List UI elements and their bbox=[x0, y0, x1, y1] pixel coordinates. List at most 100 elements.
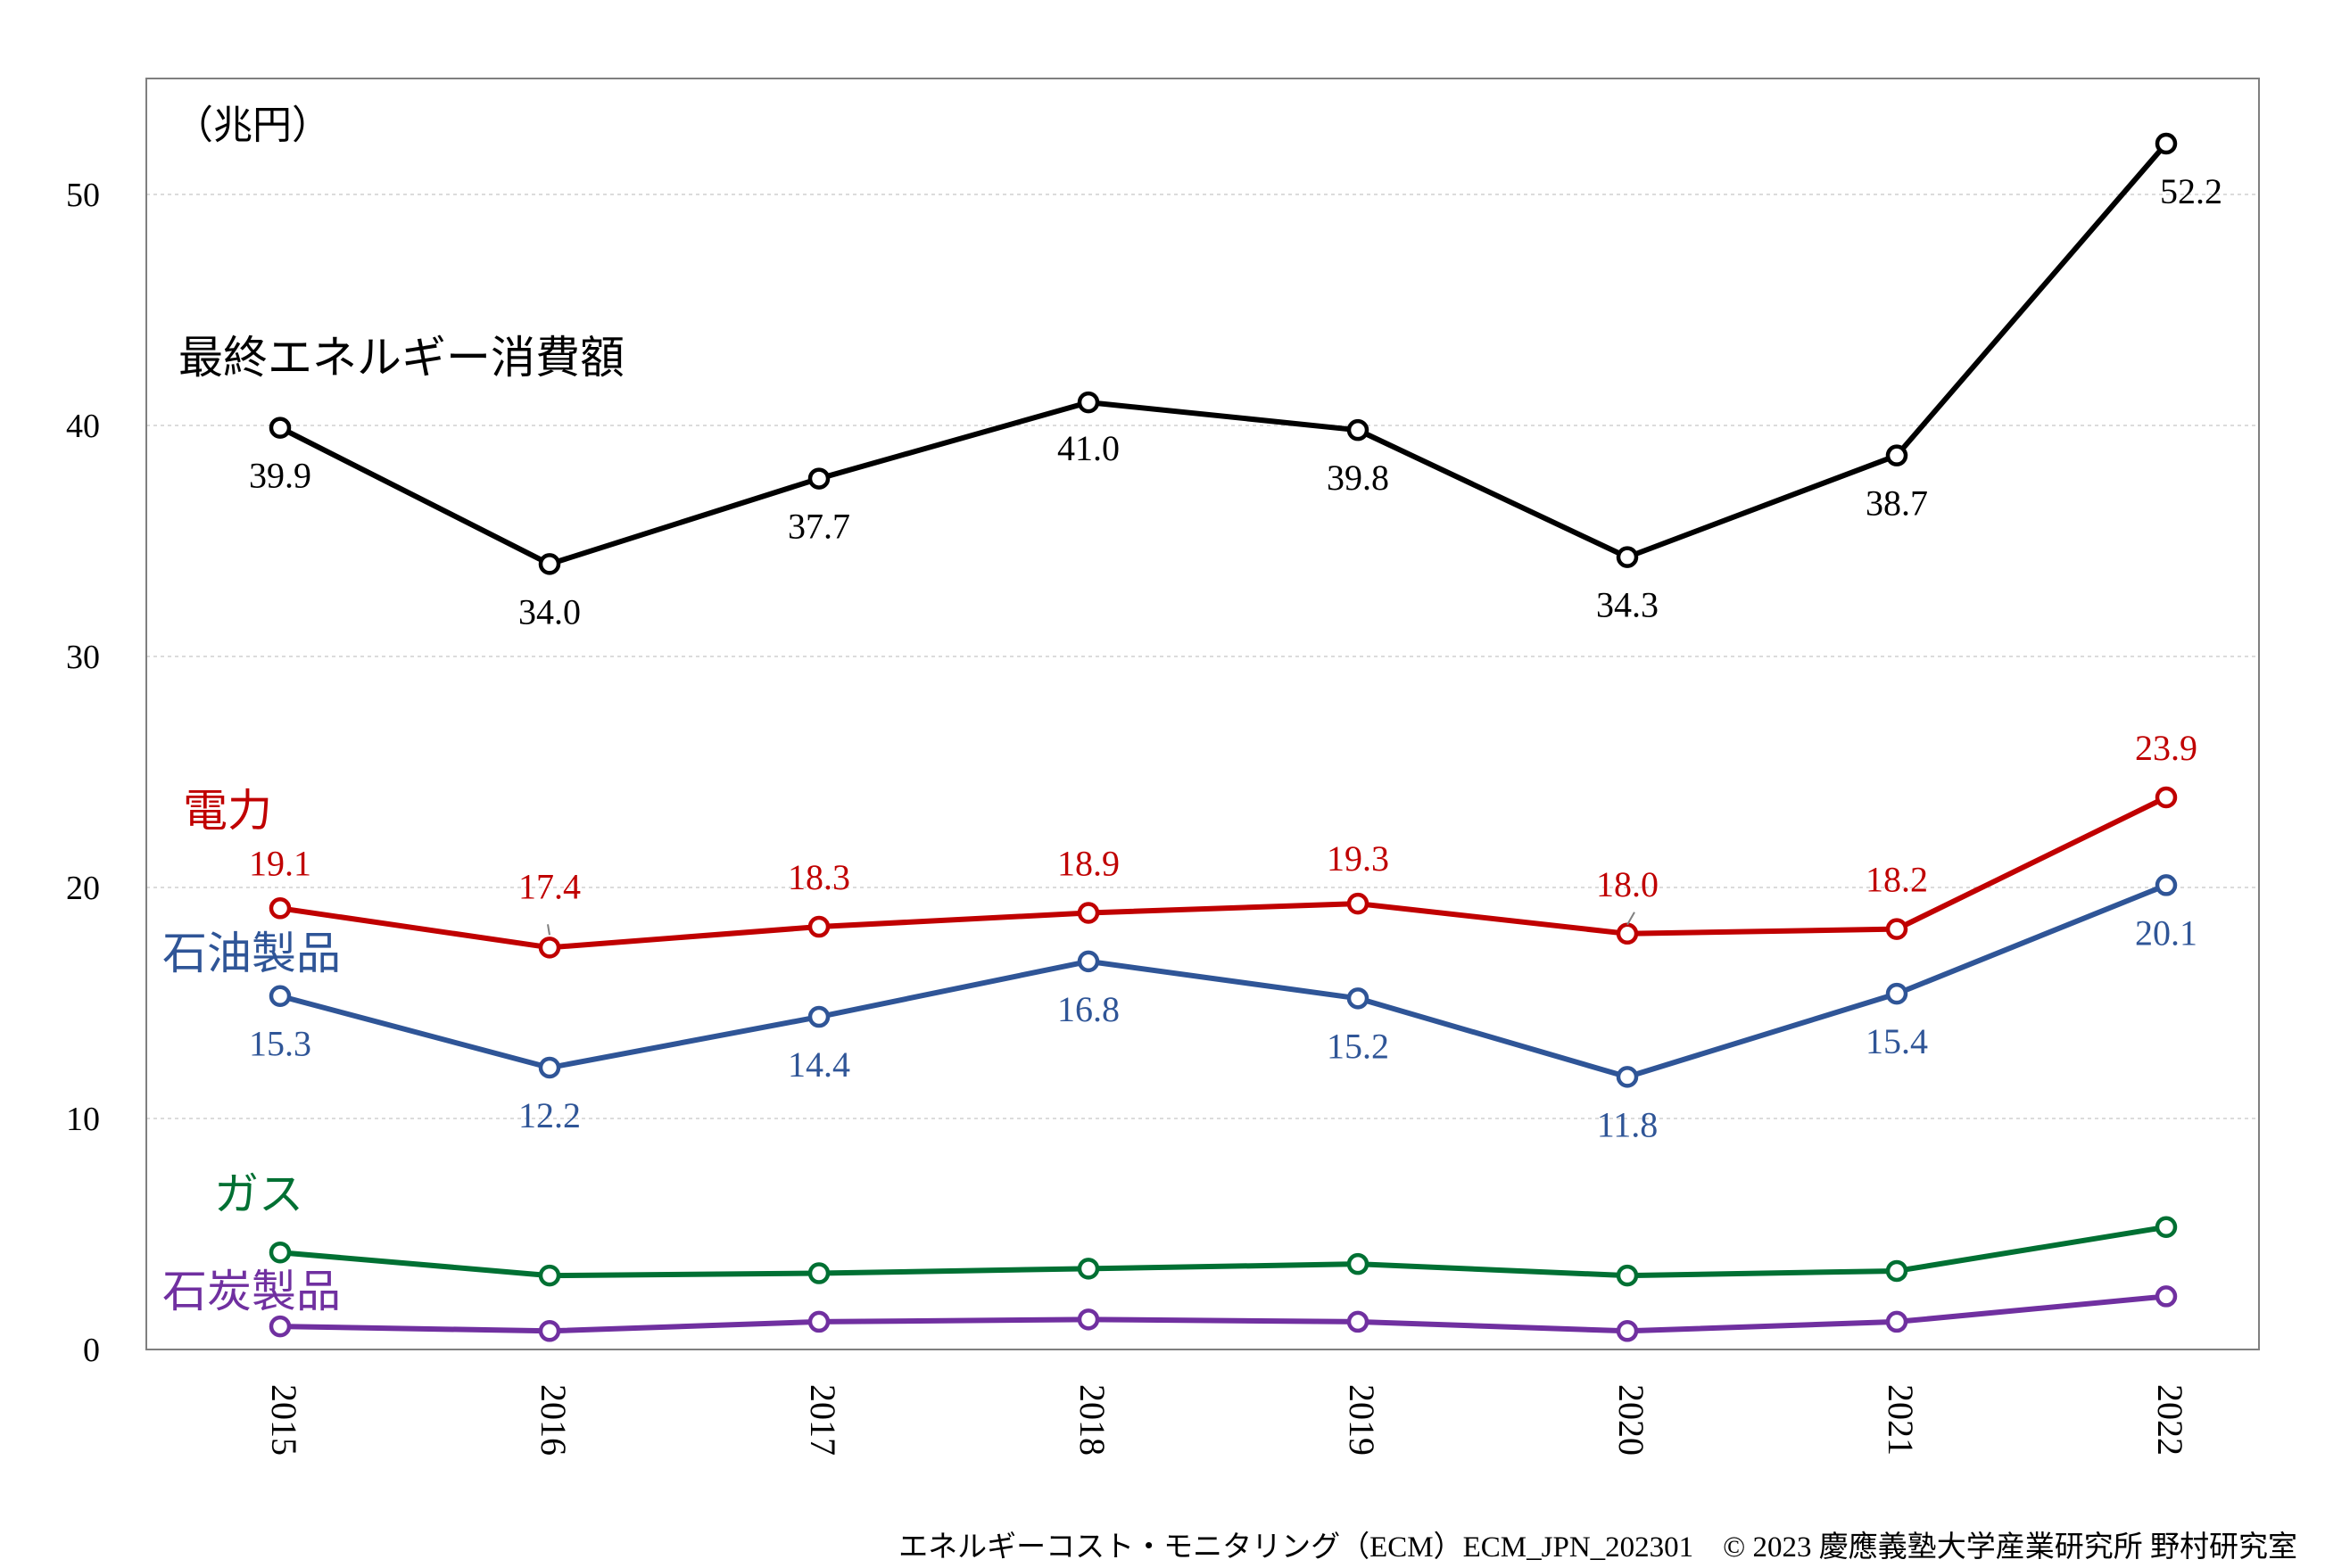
data-label: 38.7 bbox=[1866, 483, 1928, 524]
data-point bbox=[807, 915, 831, 938]
data-point bbox=[538, 1320, 561, 1342]
data-label: 34.3 bbox=[1596, 585, 1659, 625]
data-point bbox=[1616, 1066, 1639, 1088]
y-tick-label: 30 bbox=[66, 639, 100, 676]
data-point bbox=[269, 985, 292, 1007]
plot-area-frame bbox=[145, 78, 2260, 1350]
data-point bbox=[1885, 444, 1908, 466]
series-line bbox=[279, 1224, 2167, 1279]
series-name-label: 石炭製品 bbox=[162, 1267, 341, 1316]
series-2: 15.3 12.2 14.4 16.8 15.2 11.8 15.4 20.1 石油製品 bbox=[162, 874, 2197, 1144]
data-point bbox=[538, 937, 561, 959]
data-point bbox=[1077, 950, 1100, 973]
x-tick-label: 2019 bbox=[1342, 1384, 1382, 1456]
data-point bbox=[1077, 391, 1100, 414]
data-label: 15.4 bbox=[1866, 1021, 1928, 1061]
series-name-label: ガス bbox=[214, 1169, 303, 1219]
data-point bbox=[807, 467, 831, 490]
data-point bbox=[1616, 1264, 1639, 1287]
y-axis: 0 10 20 30 40 50 bbox=[66, 177, 100, 1369]
leader-line bbox=[547, 924, 550, 936]
data-point bbox=[1346, 1252, 1369, 1275]
series-line bbox=[278, 142, 2169, 567]
data-label: 41.0 bbox=[1057, 428, 1120, 468]
y-tick-label: 20 bbox=[66, 870, 100, 907]
data-label: 18.2 bbox=[1866, 860, 1928, 900]
series-name-label: 最終エネルギー消費額 bbox=[178, 333, 625, 383]
data-label: 11.8 bbox=[1597, 1104, 1659, 1144]
data-point bbox=[1346, 987, 1369, 1010]
data-point bbox=[269, 897, 292, 920]
data-label: 34.0 bbox=[518, 591, 581, 631]
x-tick-label: 2017 bbox=[803, 1384, 843, 1456]
data-point bbox=[1885, 982, 1908, 1005]
data-point bbox=[269, 1315, 292, 1338]
data-point bbox=[2155, 1216, 2178, 1238]
series-4: 石炭製品 bbox=[162, 1267, 2178, 1342]
series-0: 39.9 34.0 37.7 41.0 39.8 34.3 38.7 52.2 最終エネルギー消… bbox=[178, 132, 2222, 631]
data-point bbox=[269, 1241, 292, 1264]
data-label: 14.4 bbox=[788, 1044, 850, 1085]
series-1: 19.1 17.4 18.3 18.9 19.3 18.0 18.2 23.9 電力 bbox=[183, 728, 2197, 959]
data-label: 18.9 bbox=[1057, 843, 1120, 883]
series-line bbox=[279, 795, 2168, 951]
y-tick-label: 10 bbox=[66, 1101, 100, 1138]
data-label: 18.3 bbox=[788, 857, 850, 897]
data-label: 19.3 bbox=[1327, 838, 1389, 879]
data-point bbox=[1616, 546, 1639, 568]
data-point bbox=[807, 1262, 831, 1284]
data-point bbox=[2155, 1285, 2178, 1308]
unit-label: （兆円） bbox=[174, 103, 331, 147]
gridlines bbox=[146, 194, 2259, 1119]
leader-line bbox=[1626, 912, 1635, 926]
data-point bbox=[1346, 892, 1369, 915]
data-point bbox=[1346, 1310, 1369, 1333]
data-label: 15.3 bbox=[249, 1024, 311, 1064]
data-label: 23.9 bbox=[2135, 728, 2197, 768]
data-point bbox=[538, 1264, 561, 1287]
series-line bbox=[279, 882, 2168, 1080]
y-tick-label: 50 bbox=[66, 177, 100, 214]
data-label: 37.7 bbox=[788, 507, 850, 547]
data-label: 39.8 bbox=[1327, 458, 1389, 498]
y-tick-label: 0 bbox=[83, 1332, 100, 1369]
series-line bbox=[279, 1293, 2167, 1334]
series-group: 39.9 34.0 37.7 41.0 39.8 34.3 38.7 52.2 最終エネルギー消… bbox=[162, 132, 2222, 1342]
data-point bbox=[538, 1056, 561, 1079]
data-label: 17.4 bbox=[518, 866, 581, 906]
data-point bbox=[807, 1005, 831, 1028]
x-tick-label: 2021 bbox=[1881, 1384, 1921, 1456]
data-label: 39.9 bbox=[249, 456, 311, 496]
data-label: 15.2 bbox=[1327, 1026, 1389, 1066]
data-label: 16.8 bbox=[1057, 989, 1120, 1029]
x-tick-label: 2015 bbox=[264, 1384, 304, 1456]
data-label: 19.1 bbox=[249, 843, 311, 883]
y-tick-label: 40 bbox=[66, 408, 100, 445]
data-point bbox=[1885, 1259, 1908, 1283]
data-point bbox=[2155, 874, 2178, 896]
data-point bbox=[1077, 902, 1100, 924]
data-point bbox=[1346, 418, 1369, 442]
x-tick-label: 2016 bbox=[534, 1384, 574, 1456]
series-name-label: 電力 bbox=[183, 786, 272, 836]
x-axis: 2015 2016 2017 2018 2019 2020 2021 2022 bbox=[264, 1384, 2190, 1456]
data-point bbox=[2155, 786, 2178, 809]
data-point bbox=[538, 553, 561, 575]
data-point bbox=[269, 417, 292, 439]
data-point bbox=[1077, 1258, 1100, 1280]
data-label: 20.1 bbox=[2135, 912, 2197, 953]
data-label: 18.0 bbox=[1596, 864, 1659, 904]
data-point bbox=[1616, 922, 1639, 945]
data-label: 52.2 bbox=[2160, 171, 2222, 211]
footer-credit: エネルギーコスト・モニタリング（ECM）ECM_JPN_202301 © 202… bbox=[898, 1531, 2297, 1564]
series-3: ガス bbox=[214, 1169, 2178, 1287]
series-name-label: 石油製品 bbox=[162, 928, 341, 978]
data-point bbox=[2155, 132, 2178, 155]
data-point bbox=[1616, 1320, 1639, 1342]
data-point bbox=[1077, 1308, 1100, 1331]
data-label: 12.2 bbox=[518, 1095, 581, 1135]
data-point bbox=[1885, 918, 1908, 940]
data-point bbox=[807, 1310, 831, 1333]
data-point bbox=[1885, 1310, 1908, 1333]
